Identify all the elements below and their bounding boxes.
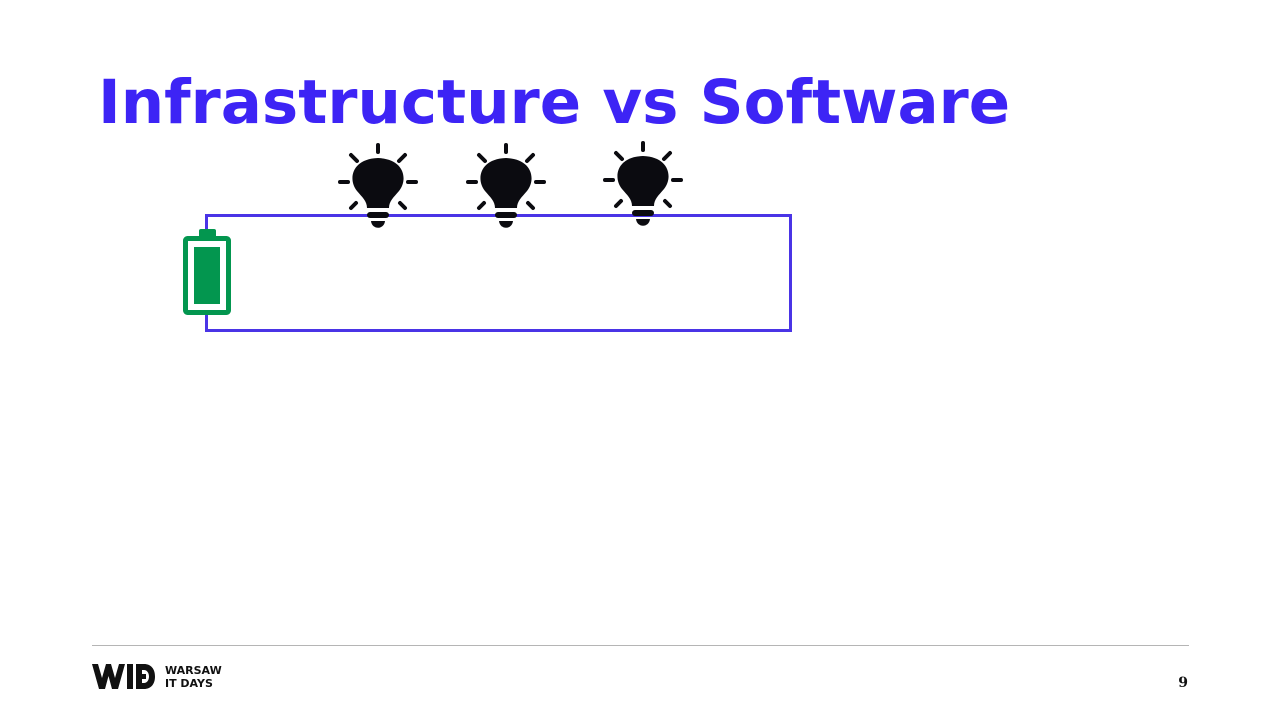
warsaw-it-days-logo: WARSAW IT DAYS	[92, 664, 222, 690]
circuit-diagram	[183, 141, 792, 332]
logo-line-warsaw: WARSAW	[165, 664, 222, 677]
footer-divider	[92, 645, 1189, 646]
witd-logo-mark-icon	[92, 664, 155, 689]
logo-wordmark: WARSAW IT DAYS	[165, 664, 222, 690]
battery-full-icon	[183, 229, 231, 315]
lightbulb-icon	[338, 143, 418, 228]
logo-line-it-days: IT DAYS	[165, 677, 213, 690]
circuit-wire	[205, 214, 792, 332]
slide-title: Infrastructure vs Software	[98, 67, 1011, 138]
lightbulb-icon	[603, 141, 683, 226]
lightbulb-icon	[466, 143, 546, 228]
page-number: 9	[1178, 675, 1188, 691]
